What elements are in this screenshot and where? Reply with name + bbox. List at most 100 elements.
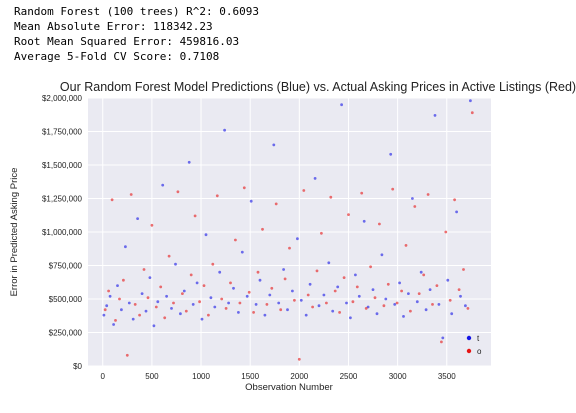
point-o [167,254,171,258]
point-t [144,309,148,313]
point-t [120,308,123,312]
point-t [354,273,357,277]
legend-label-o: o [477,347,482,356]
point-t [375,312,379,316]
x-tick-label: 0 [101,372,106,381]
point-t [272,143,276,147]
point-t [322,293,326,297]
point-t [441,336,445,340]
point-t [102,313,106,317]
point-o [338,311,341,314]
point-o [129,193,133,196]
point-t [357,294,361,298]
point-t [340,103,343,107]
point-t [249,199,253,203]
point-t [469,99,472,103]
point-t [327,261,331,265]
output-text: Random Forest (100 trees) R^2: 0.6093 Me… [14,4,259,64]
point-t [127,301,131,305]
point-t [165,294,169,298]
point-t [140,292,144,295]
point-t [393,303,397,306]
point-o [181,292,184,295]
point-t [313,177,317,180]
point-t [450,312,454,316]
point-o [382,304,386,308]
point-o [288,246,291,250]
y-tick-label: $250,000 [49,329,83,338]
point-o [198,300,202,304]
point-o [462,268,465,271]
point-t [286,308,289,312]
point-o [125,353,129,357]
point-t [384,297,388,301]
point-o [470,111,474,115]
point-t [263,313,267,317]
legend-marker-o [466,348,472,354]
point-o [306,293,310,297]
point-o [118,297,121,301]
point-o [133,303,137,306]
output-line-r2: Random Forest (100 trees) R^2: 0.6093 [14,5,260,18]
point-o [234,238,237,242]
point-o [378,222,381,226]
output-line-rmse: Root Mean Squared Error: 459816.03 [14,35,240,48]
point-o [238,301,242,305]
point-t [108,294,112,298]
point-t [204,233,208,237]
point-t [105,304,109,308]
point-o [422,273,426,277]
point-t [437,303,441,306]
point-t [124,245,127,249]
point-o [355,285,359,289]
point-o [256,270,260,274]
legend-marker-t [466,335,472,341]
point-t [371,288,375,291]
point-o [103,308,107,312]
x-tick-label: 1500 [241,372,259,381]
x-tick-label: 2000 [290,372,308,381]
point-o [142,268,146,271]
y-tick-labels: $0 $250,000 $500,000 $750,000 $1,000,000 $1,2… [42,94,83,371]
point-o [333,289,337,293]
point-t [179,312,182,316]
point-t [112,323,115,326]
point-o [220,297,224,301]
point-o [215,194,219,198]
point-o [409,309,412,313]
point-o [435,284,439,287]
point-t [407,292,410,295]
point-o [444,230,448,234]
point-o [404,244,408,247]
point-t [459,294,462,298]
point-t [195,281,199,285]
point-t [424,308,428,312]
point-t [237,311,240,314]
point-o [311,305,314,309]
point-t [415,300,419,304]
point-o [146,296,150,300]
point-t [296,237,299,241]
y-tick-label: $2,000,000 [42,94,83,103]
point-o [457,288,461,291]
y-tick-label: $0 [73,362,82,371]
point-o [202,284,206,287]
point-o [189,273,193,277]
point-o [431,303,434,306]
point-t [389,152,393,156]
point-o [373,296,377,300]
point-o [184,309,188,313]
x-tick-label: 3000 [389,372,407,381]
point-t [362,219,366,223]
point-t [433,114,437,117]
x-tick-label: 2500 [340,372,358,381]
point-t [402,315,405,318]
point-t [161,183,165,187]
point-o [413,205,417,208]
point-t [304,313,308,317]
point-o [426,193,430,196]
point-t [419,270,423,274]
x-axis-label: Observation Number [245,382,333,393]
y-tick-label: $1,750,000 [42,128,83,137]
point-t [213,305,217,309]
